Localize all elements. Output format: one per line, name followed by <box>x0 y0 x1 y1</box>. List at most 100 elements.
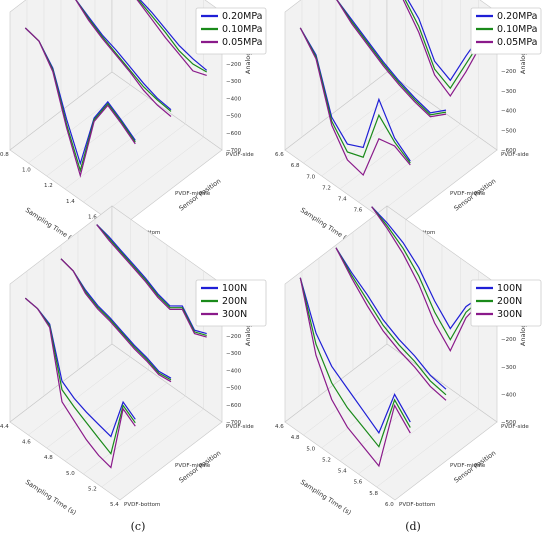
panel-caption: (c) <box>131 520 146 533</box>
x-axis-label: Sampling Time (s) <box>24 478 78 517</box>
z-tick-label: −600 <box>501 148 517 154</box>
y-tick-label: PVDF-side <box>226 152 254 158</box>
z-tick-label: −400 <box>501 392 517 398</box>
z-tick-label: −500 <box>226 114 242 120</box>
y-tick-label: PVDF-middle <box>450 191 486 197</box>
series-line <box>336 0 447 116</box>
x-tick-label: 4.6 <box>275 424 284 430</box>
grid-line <box>376 408 479 488</box>
z-tick-label: −300 <box>226 351 242 357</box>
legend-label: 300N <box>222 309 247 320</box>
grid-line <box>303 356 406 436</box>
x-tick-label: 5.6 <box>354 480 363 486</box>
series-line <box>60 258 172 383</box>
panel-a: 0.81.01.21.41.61.8PVDF-bottomPVDF-middle… <box>0 0 267 261</box>
legend-label: 200N <box>497 296 522 307</box>
y-tick-label: PVDF-middle <box>175 191 211 197</box>
x-tick-label: 5.2 <box>322 457 331 463</box>
x-tick-label: 6.6 <box>275 152 284 158</box>
x-tick-label: 5.2 <box>88 486 97 492</box>
x-tick-label: 1.6 <box>88 214 97 220</box>
x-tick-label: 7.0 <box>306 174 315 180</box>
series-line <box>75 0 172 117</box>
y-tick-label: PVDF-side <box>501 424 529 430</box>
series-line <box>402 0 483 98</box>
legend-label: 0.05MPa <box>222 37 262 48</box>
panel-caption: (d) <box>405 520 421 533</box>
series-line <box>96 224 207 338</box>
y-tick-label: PVDF-side <box>501 152 529 158</box>
z-tick-label: −200 <box>226 334 242 340</box>
y-tick-label: PVDF-middle <box>175 463 211 469</box>
series-line <box>336 0 447 118</box>
z-tick-label: −500 <box>501 420 517 426</box>
legend-label: 0.20MPa <box>222 11 262 22</box>
grid-line <box>46 369 149 449</box>
legend-label: 100N <box>222 283 247 294</box>
series-line <box>404 0 483 90</box>
z-tick-label: −600 <box>226 403 242 409</box>
series-line <box>335 247 447 401</box>
series-line <box>336 0 447 114</box>
series-line <box>136 0 207 76</box>
grid-line <box>101 136 204 216</box>
legend-label: 300N <box>497 309 522 320</box>
series-line <box>299 277 411 448</box>
series-line <box>137 0 208 73</box>
legend-label: 100N <box>497 283 522 294</box>
legend-label: 0.05MPa <box>497 37 537 48</box>
legend-label: 0.10MPa <box>222 24 262 35</box>
x-tick-label: 4.8 <box>44 455 53 461</box>
z-tick-label: −300 <box>501 365 517 371</box>
grid-line <box>376 136 479 216</box>
grid-line <box>101 408 204 488</box>
y-tick-label: PVDF-bottom <box>399 502 435 508</box>
series-line <box>335 247 447 396</box>
x-tick-label: 1.2 <box>44 183 53 189</box>
legend: 0.20MPa 0.10MPa 0.05MPa <box>470 7 542 55</box>
legend: 100N 200N 300N <box>470 279 542 327</box>
panel-d: 4.6 4.8 5.0 5.2 5.4 5.6 5.8 6.0 PVDF-bottom PVDF-… <box>275 205 542 533</box>
legend: 100N 200N 300N <box>195 279 267 327</box>
z-tick-label: −200 <box>501 69 517 75</box>
grid-line <box>321 369 424 449</box>
legend: 0.20MPa 0.10MPa 0.05MPa <box>195 7 267 55</box>
legend-label: 200N <box>222 296 247 307</box>
series-line <box>96 224 207 336</box>
x-tick-label: 4.4 <box>0 424 9 430</box>
series-line <box>299 27 411 177</box>
z-tick-label: −300 <box>226 79 242 85</box>
z-tick-label: −700 <box>226 148 242 154</box>
series-line <box>299 277 411 468</box>
grid-line <box>339 382 443 462</box>
series-line <box>24 27 136 178</box>
x-tick-label: 4.6 <box>22 440 31 446</box>
series-line <box>371 206 483 352</box>
series-line <box>407 0 483 82</box>
z-tick-label: −500 <box>226 386 242 392</box>
grid-line <box>28 356 131 436</box>
z-tick-label: −200 <box>226 62 242 68</box>
z-tick-label: −300 <box>501 89 517 95</box>
x-tick-label: 1.0 <box>22 168 31 174</box>
z-tick-label: −400 <box>501 109 517 115</box>
series-line <box>371 206 483 341</box>
legend-label: 0.10MPa <box>497 24 537 35</box>
x-tick-label: 7.6 <box>354 208 363 214</box>
y-tick-label: PVDF-bottom <box>124 502 160 508</box>
x-axis-label: Sampling Time (s) <box>299 478 353 517</box>
x-tick-label: 5.4 <box>110 502 119 508</box>
y-tick-label: PVDF-middle <box>450 463 486 469</box>
grid-line <box>321 97 424 177</box>
x-tick-label: 1.4 <box>66 199 75 205</box>
grid-line <box>83 123 186 203</box>
panel-c: 4.4 4.6 4.8 5.0 5.2 5.4 PVDF-bottom PVDF-middle… <box>0 205 267 533</box>
z-tick-label: −200 <box>501 337 517 343</box>
x-tick-label: 6.0 <box>385 502 394 508</box>
z-tick-label: −700 <box>226 420 242 426</box>
z-tick-label: −400 <box>226 96 242 102</box>
series-line <box>96 224 207 335</box>
series-line <box>335 247 447 390</box>
grid-line <box>339 110 443 190</box>
